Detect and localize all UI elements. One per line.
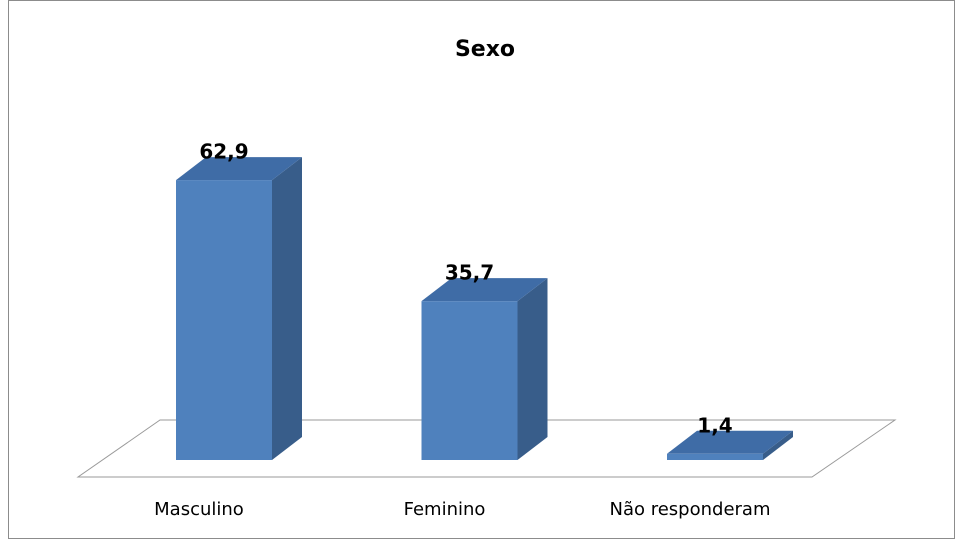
value-label: 62,9	[199, 140, 248, 164]
chart-title: Sexo	[455, 37, 515, 62]
x-tick-label: Masculino	[154, 499, 244, 520]
bar-side	[517, 278, 548, 460]
bar-top	[176, 157, 302, 181]
x-tick-label: Não responderam	[610, 499, 771, 520]
bar	[667, 453, 763, 460]
bar-side	[763, 430, 793, 460]
bar	[421, 301, 518, 460]
value-label: 1,4	[697, 413, 732, 437]
bar	[176, 180, 272, 460]
bar-top	[667, 430, 793, 454]
bar-top	[421, 278, 548, 302]
x-tick-label: Feminino	[404, 499, 486, 520]
bar-side	[272, 157, 302, 460]
value-label: 35,7	[445, 261, 494, 285]
